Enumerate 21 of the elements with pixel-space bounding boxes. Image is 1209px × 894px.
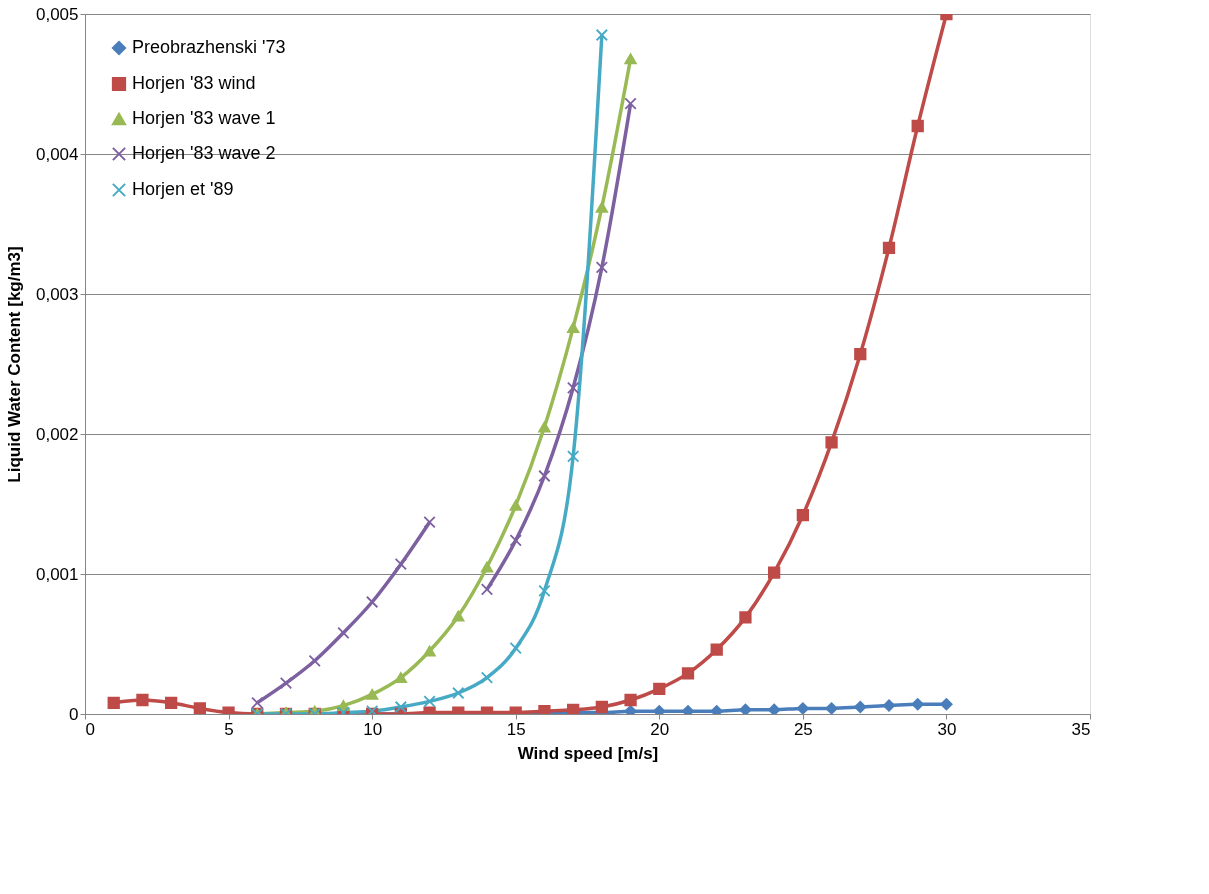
x-tick-label: 0: [85, 719, 95, 739]
legend-label: Horjen '83 wave 1: [132, 108, 276, 128]
x-axis-title: Wind speed [m/s]: [517, 743, 659, 763]
x-tick-label: 15: [506, 719, 526, 739]
x-tick-label: 30: [937, 719, 957, 739]
y-axis-title: Liquid Water Content [kg/m3]: [4, 246, 24, 483]
legend-label: Horjen '83 wave 2: [132, 143, 276, 163]
y-tick-label: 0,003: [35, 284, 79, 304]
y-tick-label: 0,005: [35, 4, 79, 24]
legend-label: Preobrazhenski '73: [132, 37, 286, 57]
x-tick-label: 25: [793, 719, 813, 739]
y-tick-label: 0,004: [35, 144, 79, 164]
y-tick-label: 0,002: [35, 424, 79, 444]
legend-label: Horjen '83 wind: [132, 73, 256, 93]
x-tick-label: 5: [224, 719, 234, 739]
x-tick-label: 35: [1071, 719, 1091, 739]
y-tick-label: 0,001: [35, 564, 79, 584]
legend-label: Horjen et '89: [132, 179, 234, 199]
y-tick-label: 0: [69, 704, 79, 724]
x-tick-label: 10: [363, 719, 383, 739]
x-tick-label: 20: [650, 719, 670, 739]
